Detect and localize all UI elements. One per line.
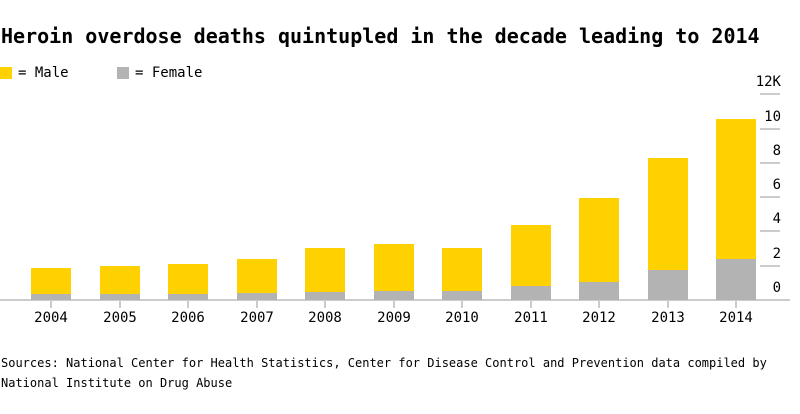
male-swatch-icon bbox=[0, 67, 12, 79]
y-tick-4 bbox=[760, 230, 780, 232]
bar-2010-male-segment bbox=[442, 248, 482, 291]
x-tick-2006 bbox=[187, 301, 189, 308]
x-tick-2014 bbox=[735, 301, 737, 308]
x-axis-line bbox=[0, 299, 790, 301]
bar-2009-male-segment bbox=[374, 244, 414, 291]
bar-2012-female-segment bbox=[579, 282, 619, 300]
y-tick-label-10: 10 bbox=[764, 109, 781, 125]
y-tick-label-0: 0 bbox=[772, 280, 781, 296]
x-label-2008: 2008 bbox=[308, 310, 342, 326]
bar-2006-male-segment bbox=[168, 264, 208, 294]
legend-female-label: = Female bbox=[135, 65, 203, 81]
source-note-line2: National Institute on Drug Abuse bbox=[1, 376, 233, 390]
y-tick-label-12K: 12K bbox=[755, 74, 781, 90]
bar-2007-male-segment bbox=[237, 259, 277, 293]
y-tick-8 bbox=[760, 162, 780, 164]
legend-item-female: = Female bbox=[117, 65, 202, 81]
bar-2012-male-segment bbox=[579, 198, 619, 282]
bar-2009-female-segment bbox=[374, 291, 414, 300]
legend-male-label: = Male bbox=[18, 65, 69, 81]
bar-2005-male-segment bbox=[100, 266, 140, 294]
bar-2014-female-segment bbox=[716, 259, 756, 300]
bar-2008-male-segment bbox=[305, 248, 345, 292]
x-label-2006: 2006 bbox=[171, 310, 205, 326]
x-label-2010: 2010 bbox=[445, 310, 479, 326]
legend-item-male: = Male bbox=[0, 65, 69, 81]
bar-2011-male-segment bbox=[511, 225, 551, 286]
bar-2014-male-segment bbox=[716, 119, 756, 259]
y-tick-2 bbox=[760, 265, 780, 267]
y-tick-6 bbox=[760, 196, 780, 198]
source-note: Sources: National Center for Health Stat… bbox=[1, 353, 799, 393]
bar-2011-female-segment bbox=[511, 286, 551, 300]
y-tick-10 bbox=[760, 128, 780, 130]
x-tick-2005 bbox=[119, 301, 121, 308]
chart-title: Heroin overdose deaths quintupled in the… bbox=[1, 24, 760, 48]
bar-2013-female-segment bbox=[648, 270, 688, 300]
x-label-2004: 2004 bbox=[34, 310, 68, 326]
x-label-2012: 2012 bbox=[582, 310, 616, 326]
x-tick-2009 bbox=[393, 301, 395, 308]
x-label-2013: 2013 bbox=[651, 310, 685, 326]
y-tick-label-4: 4 bbox=[772, 211, 781, 227]
y-tick-label-6: 6 bbox=[772, 177, 781, 193]
x-label-2007: 2007 bbox=[240, 310, 274, 326]
y-tick-12K bbox=[760, 93, 780, 95]
x-tick-2007 bbox=[256, 301, 258, 308]
y-tick-label-2: 2 bbox=[772, 246, 781, 262]
x-tick-2012 bbox=[598, 301, 600, 308]
x-label-2005: 2005 bbox=[103, 310, 137, 326]
x-tick-2011 bbox=[530, 301, 532, 308]
x-tick-2004 bbox=[50, 301, 52, 308]
x-tick-2008 bbox=[324, 301, 326, 308]
bar-2013-male-segment bbox=[648, 158, 688, 270]
bar-2004-female-segment bbox=[31, 294, 71, 300]
bar-2007-female-segment bbox=[237, 293, 277, 300]
y-tick-label-8: 8 bbox=[772, 143, 781, 159]
female-swatch-icon bbox=[117, 67, 129, 79]
x-label-2009: 2009 bbox=[377, 310, 411, 326]
bar-2010-female-segment bbox=[442, 291, 482, 300]
bar-2004-male-segment bbox=[31, 268, 71, 294]
x-label-2014: 2014 bbox=[719, 310, 753, 326]
x-tick-2010 bbox=[461, 301, 463, 308]
bar-2005-female-segment bbox=[100, 294, 140, 300]
bar-2006-female-segment bbox=[168, 294, 208, 300]
x-tick-2013 bbox=[667, 301, 669, 308]
bar-2008-female-segment bbox=[305, 292, 345, 300]
x-label-2011: 2011 bbox=[514, 310, 548, 326]
source-note-line1: Sources: National Center for Health Stat… bbox=[1, 356, 767, 370]
